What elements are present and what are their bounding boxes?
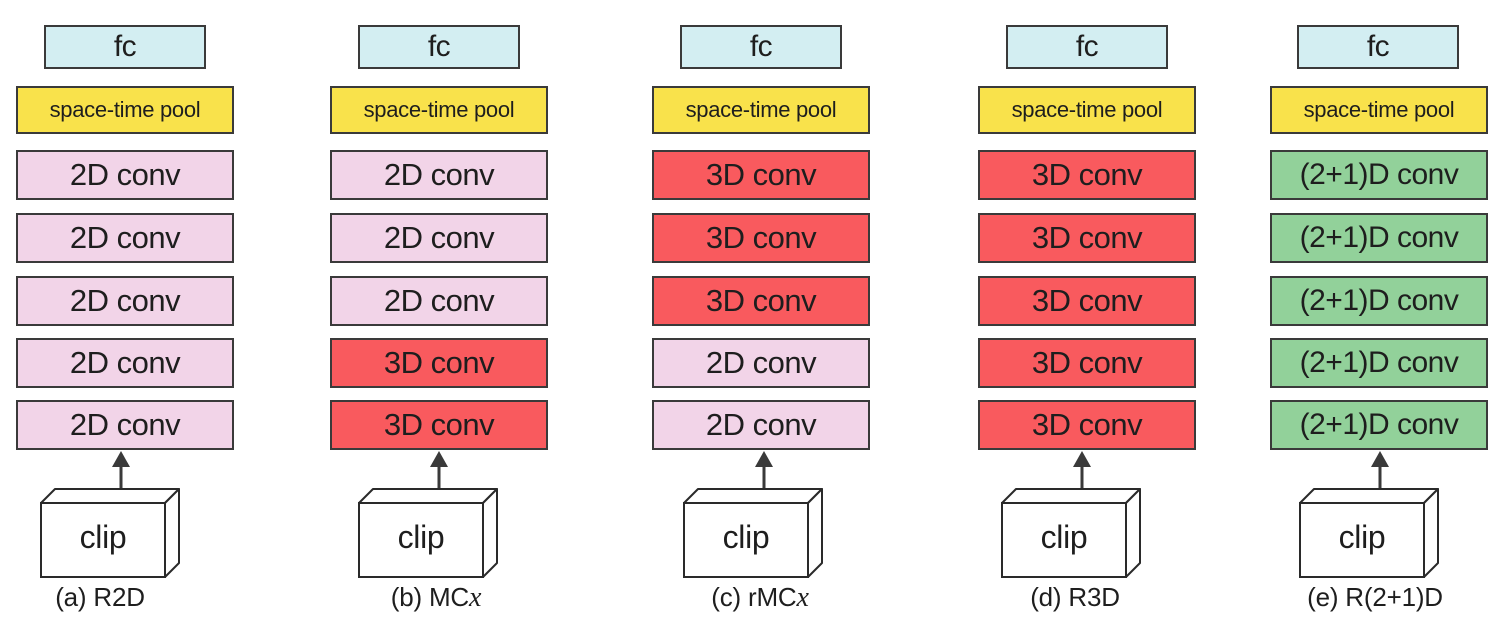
space-time-pool-layer: space-time pool	[978, 86, 1196, 134]
conv-layer-3d: 3D conv	[978, 150, 1196, 200]
clip-label: clip	[722, 519, 770, 555]
conv-layer-3d: 3D conv	[330, 338, 548, 388]
caption-r21d: (e) R(2+1)D	[1245, 582, 1505, 613]
conv-layer-2d: 2D conv	[16, 338, 234, 388]
conv-layer-3d: 3D conv	[652, 213, 870, 263]
conv-layer-3d: 3D conv	[978, 338, 1196, 388]
conv-layer-21d: (2+1)D conv	[1270, 150, 1488, 200]
conv-layer-3d: 3D conv	[978, 276, 1196, 326]
space-time-pool-layer: space-time pool	[1270, 86, 1488, 134]
conv-layer-2d: 2D conv	[16, 276, 234, 326]
conv-layer-3d: 3D conv	[652, 150, 870, 200]
caption-r3d: (d) R3D	[945, 582, 1205, 613]
caption-text: (a) R2D	[55, 582, 145, 612]
up-arrow-icon	[430, 451, 448, 489]
conv-layer-2d: 2D conv	[16, 150, 234, 200]
space-time-pool-layer: space-time pool	[652, 86, 870, 134]
up-arrow-icon	[1073, 451, 1091, 489]
up-arrow-icon	[755, 451, 773, 489]
clip-label: clip	[397, 519, 445, 555]
conv-layer-3d: 3D conv	[978, 400, 1196, 450]
conv-layer-2d: 2D conv	[330, 213, 548, 263]
clip-label: clip	[1040, 519, 1088, 555]
clip-cube-icon	[40, 488, 180, 578]
fc-layer: fc	[680, 25, 842, 69]
conv-layer-2d: 2D conv	[330, 150, 548, 200]
up-arrow-icon	[1371, 451, 1389, 489]
conv-layer-2d: 2D conv	[652, 400, 870, 450]
caption-text: (b) MC	[390, 582, 469, 612]
space-time-pool-layer: space-time pool	[330, 86, 548, 134]
up-arrow-icon	[112, 451, 130, 489]
clip-cube-icon	[1001, 488, 1141, 578]
caption-text: (c) rMC	[711, 582, 797, 612]
conv-layer-21d: (2+1)D conv	[1270, 400, 1488, 450]
conv-layer-3d: 3D conv	[330, 400, 548, 450]
clip-cube-icon	[683, 488, 823, 578]
fc-layer: fc	[358, 25, 520, 69]
caption-variable: x	[469, 582, 482, 613]
conv-layer-2d: 2D conv	[330, 276, 548, 326]
clip-cube-icon	[1299, 488, 1439, 578]
fc-layer: fc	[44, 25, 206, 69]
caption-r2d: (a) R2D	[0, 582, 230, 613]
conv-layer-21d: (2+1)D conv	[1270, 338, 1488, 388]
clip-label: clip	[1338, 519, 1386, 555]
caption-text: (d) R3D	[1030, 582, 1120, 612]
caption-text: (e) R(2+1)D	[1307, 582, 1443, 612]
conv-layer-21d: (2+1)D conv	[1270, 276, 1488, 326]
conv-layer-21d: (2+1)D conv	[1270, 213, 1488, 263]
fc-layer: fc	[1297, 25, 1459, 69]
fc-layer: fc	[1006, 25, 1168, 69]
clip-label: clip	[79, 519, 127, 555]
conv-layer-2d: 2D conv	[652, 338, 870, 388]
conv-layer-2d: 2D conv	[16, 400, 234, 450]
conv-layer-2d: 2D conv	[16, 213, 234, 263]
caption-mcx: (b) MCx	[306, 582, 566, 614]
caption-variable: x	[796, 582, 809, 613]
clip-cube-icon	[358, 488, 498, 578]
caption-rmcx: (c) rMCx	[630, 582, 890, 614]
conv-layer-3d: 3D conv	[652, 276, 870, 326]
conv-layer-3d: 3D conv	[978, 213, 1196, 263]
space-time-pool-layer: space-time pool	[16, 86, 234, 134]
